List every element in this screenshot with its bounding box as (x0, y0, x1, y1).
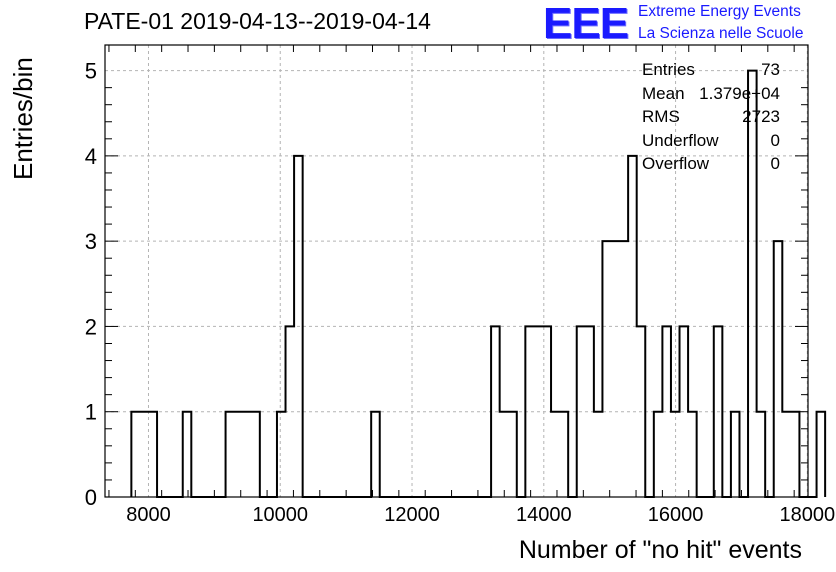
histogram-bin (680, 326, 689, 497)
histogram-bin (226, 412, 235, 497)
histogram-bin (620, 241, 629, 497)
histogram-bin (371, 412, 380, 497)
x-axis-label: Number of "no hit" events (518, 536, 802, 564)
stats-label: Mean (642, 83, 685, 103)
histogram-bin (611, 241, 620, 497)
histogram-bin (286, 326, 295, 497)
y-tick-label: 5 (85, 59, 97, 84)
stats-value: 1.379e+04 (699, 83, 780, 103)
histogram-bin (277, 412, 286, 497)
histogram-bin (140, 412, 149, 497)
eee-logo: EEE (543, 0, 629, 48)
histogram-bin (551, 412, 560, 497)
logo-tagline-1: Extreme Energy Events (638, 3, 801, 20)
chart-title: PATE-01 2019-04-13--2019-04-14 (84, 8, 431, 34)
histogram-bin (577, 326, 586, 497)
histogram-bin (243, 412, 252, 497)
stats-label: Underflow (642, 130, 719, 150)
x-tick-label: 10000 (252, 504, 308, 526)
histogram-bin (594, 412, 603, 497)
stats-row-mean: Mean 1.379e+04 (642, 82, 780, 106)
histogram-bin (542, 326, 551, 497)
stats-value: 2723 (742, 107, 780, 126)
x-tick-label: 8000 (126, 504, 171, 526)
histogram-bin (714, 326, 723, 497)
histogram-bin (508, 412, 517, 497)
y-tick-label: 2 (85, 314, 97, 339)
x-tick-label: 18000 (780, 504, 836, 526)
y-tick-label: 4 (85, 144, 97, 169)
histogram-bin (628, 156, 637, 497)
stats-value: 0 (770, 154, 780, 173)
logo-tagline-2: La Scienza nelle Scuole (638, 25, 804, 42)
x-tick-label: 12000 (384, 504, 440, 526)
stats-row-underflow: Underflow 0 (642, 129, 780, 153)
histogram-bin (294, 156, 303, 497)
stats-value: 0 (770, 130, 780, 150)
histogram-bin (688, 412, 697, 497)
stats-box: Entries 73 Mean 1.379e+04 RMS 2723 Under… (642, 58, 780, 176)
histogram-bin (774, 241, 783, 497)
histogram-bin (782, 412, 791, 497)
histogram-bin (525, 326, 534, 497)
histogram-bin (560, 412, 569, 497)
stats-row-entries: Entries 73 (642, 58, 780, 82)
histogram-bin (602, 241, 611, 497)
stats-value: 73 (761, 60, 780, 79)
histogram-bin (791, 412, 800, 497)
stats-label: Overflow (642, 154, 710, 173)
histogram-series (130, 69, 827, 498)
histogram-bin (234, 412, 243, 497)
histogram-bin (183, 412, 192, 497)
y-tick-label: 3 (85, 229, 97, 254)
histogram-bin (637, 326, 646, 497)
histogram-bin (500, 412, 509, 497)
histogram-bin (131, 412, 140, 497)
histogram-bin (654, 412, 663, 497)
histogram-bin (817, 412, 826, 497)
y-tick-label: 0 (85, 485, 97, 510)
histogram-bin (731, 412, 740, 497)
stats-label: Entries (642, 60, 695, 79)
histogram-bin (662, 326, 671, 497)
histogram-bin (491, 326, 500, 497)
x-tick-label: 14000 (516, 504, 572, 526)
histogram-bin (251, 412, 260, 497)
histogram-bin (148, 412, 157, 497)
histogram-bin (671, 412, 680, 497)
histogram-bin (534, 326, 543, 497)
y-tick-label: 1 (85, 400, 97, 425)
stats-row-rms: RMS 2723 (642, 105, 780, 129)
y-axis-label: Entries/bin (8, 57, 38, 180)
histogram-bin (757, 412, 766, 497)
histogram-bin (585, 326, 594, 497)
stats-row-overflow: Overflow 0 (642, 152, 780, 176)
x-tick-label: 16000 (648, 504, 704, 526)
stats-label: RMS (642, 107, 680, 126)
